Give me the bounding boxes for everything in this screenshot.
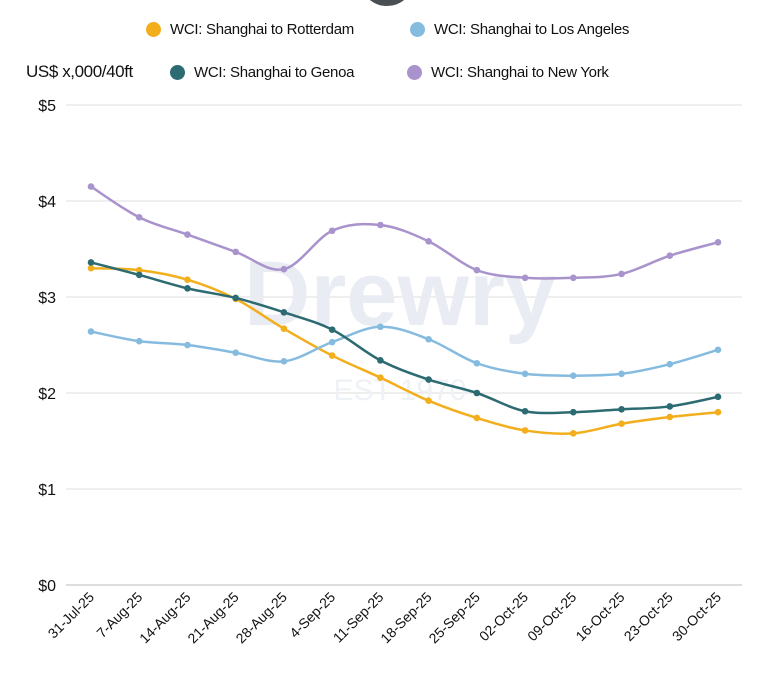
data-point[interactable]	[280, 265, 288, 273]
data-point[interactable]	[425, 376, 432, 383]
y-axis-unit-label: US$ x,000/40ft	[26, 62, 133, 81]
y-tick-label: $1	[38, 482, 56, 499]
data-point[interactable]	[666, 360, 674, 368]
data-point[interactable]	[135, 271, 143, 279]
data-point[interactable]	[377, 374, 384, 381]
data-point[interactable]	[87, 328, 95, 335]
data-point[interactable]	[618, 370, 625, 378]
data-point[interactable]	[570, 274, 577, 282]
data-point[interactable]	[473, 414, 481, 422]
data-point[interactable]	[87, 264, 95, 272]
data-point[interactable]	[714, 346, 722, 354]
data-point[interactable]	[473, 266, 481, 274]
series-wci-shanghai-to-new-york	[87, 183, 722, 282]
data-point[interactable]	[328, 352, 336, 359]
x-tick-label: 02-Oct-25	[476, 589, 531, 644]
data-point[interactable]	[570, 372, 577, 380]
data-point[interactable]	[473, 359, 481, 367]
series-line	[90, 185, 719, 280]
data-point[interactable]	[232, 294, 239, 302]
data-point[interactable]	[714, 393, 722, 401]
y-tick-label: $2	[38, 386, 56, 403]
legend-label: WCI: Shanghai to Los Angeles	[434, 21, 630, 38]
legend-los-angeles[interactable]: WCI: Shanghai to Los Angeles	[410, 21, 629, 38]
series-wci-shanghai-to-los-angeles	[87, 323, 722, 380]
legend-label: WCI: Shanghai to Rotterdam	[170, 21, 354, 38]
legend-label: WCI: Shanghai to Genoa	[194, 64, 355, 81]
legend-swatch-genoa	[170, 65, 185, 80]
y-tick-label: $3	[38, 290, 56, 307]
x-tick-label: 30-Oct-25	[669, 589, 724, 644]
series-wci-shanghai-to-rotterdam	[87, 264, 722, 437]
legend-rotterdam[interactable]: WCI: Shanghai to Rotterdam	[146, 21, 354, 38]
x-tick-label: 28-Aug-25	[232, 589, 290, 647]
x-tick-label: 25-Sep-25	[425, 589, 483, 647]
data-point[interactable]	[232, 248, 239, 256]
data-point[interactable]	[425, 238, 432, 245]
data-point[interactable]	[377, 221, 384, 229]
data-point[interactable]	[521, 407, 529, 415]
series-line	[90, 325, 719, 377]
data-point[interactable]	[570, 408, 577, 416]
data-point[interactable]	[135, 214, 143, 221]
data-point[interactable]	[328, 227, 336, 235]
series-line	[90, 261, 719, 415]
y-tick-label: $5	[38, 98, 56, 115]
data-point[interactable]	[87, 259, 95, 266]
data-point[interactable]	[618, 406, 625, 413]
data-point[interactable]	[87, 183, 95, 190]
data-point[interactable]	[521, 427, 529, 434]
data-point[interactable]	[184, 231, 191, 238]
y-tick-label: $0	[38, 578, 56, 595]
series-wci-shanghai-to-genoa	[87, 259, 722, 416]
legend-swatch-los-angeles	[410, 22, 425, 37]
data-point[interactable]	[280, 325, 288, 332]
data-point[interactable]	[666, 413, 674, 421]
svg-text:EST 1970: EST 1970	[334, 374, 467, 407]
x-tick-label: 14-Aug-25	[136, 589, 194, 647]
x-tick-label: 18-Sep-25	[377, 589, 435, 647]
legend-swatch-new-york	[407, 65, 422, 80]
data-point[interactable]	[618, 420, 625, 428]
legend-label: WCI: Shanghai to New York	[431, 64, 609, 81]
x-tick-label: 23-Oct-25	[621, 589, 676, 644]
data-point[interactable]	[714, 408, 722, 416]
data-point[interactable]	[184, 276, 191, 284]
data-point[interactable]	[280, 358, 288, 365]
data-point[interactable]	[570, 430, 577, 437]
series-line	[90, 266, 719, 435]
data-point[interactable]	[135, 337, 143, 345]
legend-genoa[interactable]: WCI: Shanghai to Genoa	[170, 64, 354, 81]
data-point[interactable]	[666, 403, 674, 410]
x-tick-label: 09-Oct-25	[524, 589, 579, 644]
data-point[interactable]	[184, 341, 191, 349]
data-point[interactable]	[714, 238, 722, 246]
y-tick-label: $4	[38, 194, 56, 211]
data-point[interactable]	[425, 397, 432, 404]
data-point[interactable]	[377, 323, 384, 331]
data-point[interactable]	[135, 266, 143, 274]
data-point[interactable]	[328, 326, 336, 333]
legend-swatch-rotterdam	[146, 22, 161, 37]
data-point[interactable]	[521, 274, 529, 282]
data-point[interactable]	[618, 270, 625, 278]
data-point[interactable]	[377, 357, 384, 364]
data-point[interactable]	[184, 285, 191, 292]
data-point[interactable]	[425, 335, 432, 343]
top-control-button[interactable]	[362, 0, 412, 6]
data-point[interactable]	[328, 338, 336, 346]
data-point[interactable]	[473, 389, 481, 397]
data-point[interactable]	[666, 252, 674, 260]
data-point[interactable]	[232, 349, 239, 356]
x-tick-label: 16-Oct-25	[572, 589, 627, 644]
x-tick-label: 31-Jul-25	[45, 589, 98, 642]
data-point[interactable]	[280, 309, 288, 316]
legend-new-york[interactable]: WCI: Shanghai to New York	[407, 64, 609, 81]
data-point[interactable]	[521, 370, 529, 378]
x-tick-label: 21-Aug-25	[184, 589, 242, 647]
